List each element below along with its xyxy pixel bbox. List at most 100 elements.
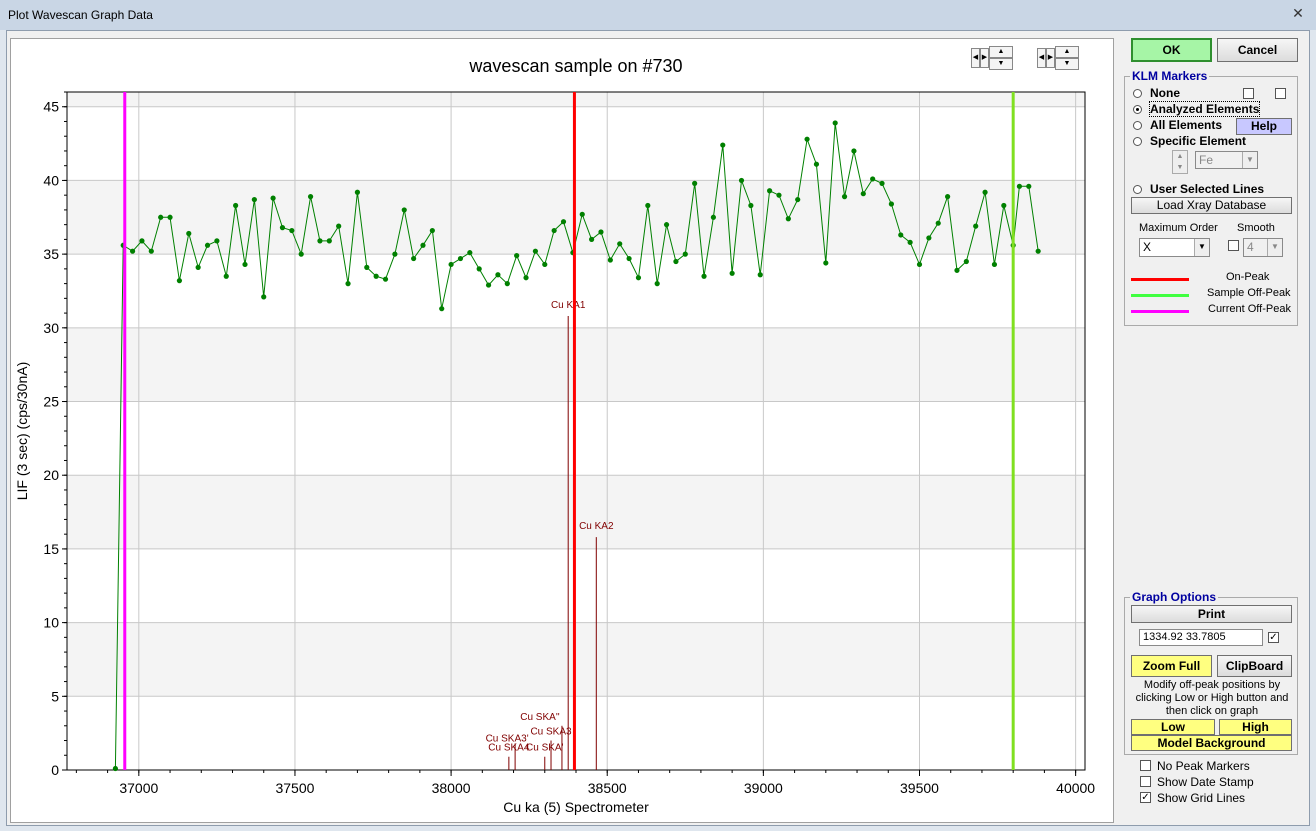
data-point	[551, 227, 557, 234]
klm-option-checkbox-1[interactable]	[1243, 88, 1254, 99]
smooth-checkbox[interactable]	[1228, 240, 1239, 251]
close-icon[interactable]: ✕	[1292, 5, 1304, 21]
data-point	[973, 223, 979, 229]
data-point	[270, 195, 276, 201]
data-point	[935, 220, 941, 226]
low-button[interactable]: Low	[1131, 719, 1215, 735]
arrow-down-icon[interactable]: ▼	[1055, 58, 1079, 70]
smooth-label: Smooth	[1237, 222, 1275, 234]
data-point	[129, 248, 136, 254]
chevron-down-icon[interactable]: ▼	[1242, 152, 1257, 168]
y-axis-label: LIF (3 sec) (cps/30nA)	[14, 362, 30, 501]
data-point	[860, 191, 866, 197]
data-point	[392, 251, 398, 257]
data-point	[204, 242, 211, 248]
max-order-select[interactable]: X ▼	[1139, 238, 1210, 257]
legend-current-off-peak-label: Current Off-Peak	[1208, 303, 1291, 315]
cursor-readout-field[interactable]: 1334.92 33.7805	[1139, 629, 1263, 646]
data-point	[673, 258, 679, 265]
load-xray-database-button[interactable]: Load Xray Database	[1131, 197, 1292, 214]
data-point	[504, 281, 510, 287]
data-point	[635, 275, 642, 281]
window-titlebar[interactable]	[0, 0, 1316, 30]
wavescan-chart[interactable]: 0 5 10 15 20 25 30 35 40 45 37000 37500 38000 38500 39…	[11, 39, 1113, 822]
y-tick-label: 15	[43, 541, 59, 557]
data-point	[420, 242, 426, 248]
radio-none[interactable]	[1133, 89, 1142, 98]
radio-specific-element[interactable]	[1133, 137, 1142, 146]
plot-band	[67, 180, 1085, 255]
arrow-left-icon[interactable]: ◀	[971, 48, 980, 68]
radio-all-elements[interactable]	[1133, 121, 1142, 130]
data-point	[692, 180, 698, 186]
arrow-up-icon[interactable]: ▲	[1055, 46, 1079, 58]
clipboard-button[interactable]: ClipBoard	[1217, 655, 1292, 677]
smooth-select[interactable]: 4 ▼	[1243, 238, 1283, 257]
arrow-right-icon[interactable]: ▶	[1046, 48, 1055, 68]
data-point	[916, 261, 923, 268]
arrow-left-icon[interactable]: ◀	[1037, 48, 1046, 68]
radio-specific-element-label[interactable]: Specific Element	[1150, 134, 1247, 148]
arrow-down-icon[interactable]: ▼	[989, 58, 1013, 70]
data-point	[851, 148, 857, 154]
cancel-button[interactable]: Cancel	[1217, 38, 1298, 62]
radio-analyzed-elements-label[interactable]: Analyzed Elements	[1148, 101, 1261, 117]
ok-button[interactable]: OK	[1131, 38, 1212, 62]
show-date-stamp-checkbox[interactable]	[1140, 776, 1151, 787]
data-point	[879, 180, 885, 186]
data-point	[251, 196, 257, 203]
data-point	[757, 272, 763, 278]
data-point	[242, 261, 248, 268]
show-grid-lines-label[interactable]: Show Grid Lines	[1157, 791, 1246, 805]
data-point	[963, 258, 969, 265]
model-background-button[interactable]: Model Background	[1131, 735, 1292, 751]
data-point	[598, 229, 604, 235]
help-button[interactable]: Help	[1236, 118, 1292, 135]
high-button[interactable]: High	[1219, 719, 1292, 735]
element-spinner[interactable]: ▲ ▼	[1172, 150, 1188, 174]
radio-analyzed-elements[interactable]	[1133, 105, 1142, 114]
data-point	[476, 266, 482, 272]
plot-panel[interactable]: 0 5 10 15 20 25 30 35 40 45 37000 37500 38000 38500 39…	[10, 38, 1114, 823]
graph-options-title: Graph Options	[1130, 590, 1218, 604]
data-point	[738, 177, 745, 184]
show-date-stamp-label[interactable]: Show Date Stamp	[1157, 775, 1254, 789]
data-point	[945, 194, 951, 200]
data-point	[560, 219, 567, 225]
element-select[interactable]: Fe ▼	[1195, 151, 1258, 169]
data-point	[233, 202, 239, 209]
radio-none-label[interactable]: None	[1150, 86, 1180, 100]
data-point	[907, 239, 913, 245]
no-peak-markers-label[interactable]: No Peak Markers	[1157, 759, 1250, 773]
data-point	[870, 176, 876, 182]
data-point	[485, 282, 492, 288]
y-tick-label: 45	[43, 99, 59, 115]
legend-on-peak-line	[1131, 278, 1189, 281]
arrow-right-icon[interactable]: ▶	[980, 48, 989, 68]
no-peak-markers-checkbox[interactable]	[1140, 760, 1151, 771]
data-point	[176, 278, 183, 284]
klm-line-label: Cu SKA''	[520, 712, 559, 723]
radio-user-selected-lines[interactable]	[1133, 185, 1142, 194]
print-button[interactable]: Print	[1131, 605, 1292, 623]
y-tick-label: 40	[43, 172, 59, 188]
data-point	[832, 120, 838, 126]
chevron-down-icon[interactable]: ▼	[1194, 239, 1209, 256]
cursor-readout-checkbox[interactable]: ✓	[1268, 632, 1279, 643]
data-point	[364, 264, 370, 270]
smooth-value: 4	[1247, 240, 1254, 254]
zoom-full-button[interactable]: Zoom Full	[1131, 655, 1212, 677]
x-scroll-spinner-left[interactable]: ◀ ▶ ▲ ▼	[971, 46, 1013, 70]
radio-user-selected-lines-label[interactable]: User Selected Lines	[1150, 182, 1265, 196]
chevron-down-icon[interactable]: ▼	[1267, 239, 1282, 256]
x-scroll-spinner-right[interactable]: ◀ ▶ ▲ ▼	[1037, 46, 1079, 70]
data-point	[898, 232, 904, 238]
radio-all-elements-label[interactable]: All Elements	[1150, 118, 1223, 132]
klm-option-checkbox-2[interactable]	[1275, 88, 1286, 99]
y-tick-label: 5	[51, 688, 59, 704]
data-point	[223, 273, 229, 279]
show-grid-lines-checkbox[interactable]: ✓	[1140, 792, 1151, 803]
data-point	[112, 765, 119, 772]
arrow-up-icon[interactable]: ▲	[989, 46, 1013, 58]
max-order-label: Maximum Order	[1139, 222, 1218, 234]
